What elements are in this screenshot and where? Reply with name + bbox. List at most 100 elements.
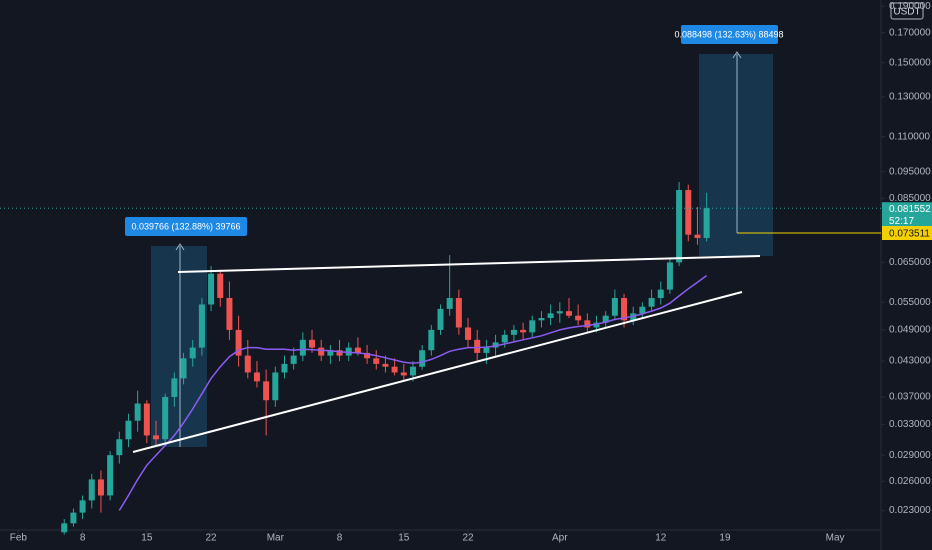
candle-body bbox=[593, 322, 600, 328]
candle-body bbox=[611, 297, 618, 316]
candle-body bbox=[685, 190, 692, 235]
x-tick-label: 19 bbox=[719, 533, 731, 544]
x-tick-label: 8 bbox=[337, 533, 343, 544]
candle-body bbox=[253, 372, 260, 382]
candle-body bbox=[657, 289, 664, 298]
candle-body bbox=[309, 339, 316, 348]
position-label: 0.088498 (132.63%) 88498 bbox=[674, 29, 783, 39]
candle-body bbox=[217, 273, 224, 298]
candle-body bbox=[263, 381, 270, 401]
candle-body bbox=[70, 512, 77, 524]
candle-body bbox=[61, 523, 68, 533]
candle-body bbox=[520, 329, 527, 333]
candle-body bbox=[584, 320, 591, 328]
y-tick-label: 0.026000 bbox=[889, 476, 931, 487]
candle-body bbox=[373, 358, 380, 364]
candle-body bbox=[116, 439, 123, 456]
candle-body bbox=[134, 403, 141, 421]
position-arrow bbox=[175, 243, 185, 251]
candle-body bbox=[575, 315, 582, 321]
candle-body bbox=[648, 297, 655, 307]
candle-body bbox=[226, 297, 233, 330]
candle-body bbox=[153, 435, 160, 440]
candle-body bbox=[446, 297, 453, 309]
currency-box bbox=[890, 2, 924, 20]
position-label: 0.039766 (132.88%) 39766 bbox=[131, 221, 240, 231]
x-tick-label: 12 bbox=[655, 533, 667, 544]
y-tick-label: 0.190000 bbox=[889, 1, 931, 12]
candle-body bbox=[529, 320, 536, 333]
y-tick-label: 0.023000 bbox=[889, 505, 931, 516]
position-arrow bbox=[732, 51, 742, 59]
currency: USDT bbox=[893, 7, 920, 18]
candle-body bbox=[299, 339, 306, 356]
candle-body bbox=[666, 262, 673, 290]
x-tick-label: Apr bbox=[552, 533, 568, 544]
position-box bbox=[699, 54, 773, 256]
candle-body bbox=[208, 273, 215, 305]
y-tick-label: 0.055000 bbox=[889, 297, 931, 308]
candle-body bbox=[88, 479, 95, 501]
candle-body bbox=[565, 311, 572, 316]
moving-average bbox=[118, 274, 708, 511]
candle-body bbox=[492, 342, 499, 348]
candle-body bbox=[235, 329, 242, 356]
candle-body bbox=[364, 352, 371, 359]
candle-body bbox=[198, 304, 205, 348]
candle-body bbox=[547, 313, 554, 319]
last-price-label: 0.081552 bbox=[889, 204, 931, 215]
y-tick-label: 0.170000 bbox=[889, 27, 931, 38]
candle-body bbox=[272, 372, 279, 401]
y-tick-label: 0.049000 bbox=[889, 325, 931, 336]
candle-body bbox=[336, 350, 343, 356]
y-tick-label: 0.095000 bbox=[889, 166, 931, 177]
y-tick-label: 0.085000 bbox=[889, 193, 931, 204]
x-tick-label: 15 bbox=[141, 533, 153, 544]
trendline bbox=[132, 291, 743, 453]
candle-body bbox=[244, 355, 251, 373]
position-box bbox=[151, 246, 207, 447]
candle-body bbox=[621, 297, 628, 321]
candle-body bbox=[327, 350, 334, 356]
x-tick-label: May bbox=[826, 533, 845, 544]
y-tick-label: 0.029000 bbox=[889, 450, 931, 461]
candle-body bbox=[437, 308, 444, 330]
position-label-bg bbox=[125, 217, 247, 236]
candle-body bbox=[354, 347, 361, 353]
candle-body bbox=[409, 366, 416, 376]
candle-body bbox=[400, 372, 407, 376]
x-tick-label: 8 bbox=[80, 533, 86, 544]
x-tick-label: 22 bbox=[206, 533, 218, 544]
level-bg bbox=[882, 226, 932, 241]
candle-body bbox=[189, 347, 196, 359]
x-tick-label: Mar bbox=[267, 533, 285, 544]
y-tick-label: 0.033000 bbox=[889, 419, 931, 430]
candle-body bbox=[180, 358, 187, 379]
candle-body bbox=[703, 208, 710, 238]
candle-body bbox=[290, 355, 297, 364]
candle-body bbox=[382, 363, 389, 367]
candle-body bbox=[694, 234, 701, 238]
y-tick-label: 0.043000 bbox=[889, 356, 931, 367]
candle-body bbox=[639, 306, 646, 314]
candle-body bbox=[510, 329, 517, 335]
x-tick-label: 15 bbox=[398, 533, 410, 544]
candle-body bbox=[474, 339, 481, 353]
y-tick-label: 0.065000 bbox=[889, 257, 931, 268]
countdown-label: 52:17 bbox=[889, 216, 914, 227]
last-price-bg bbox=[882, 202, 932, 229]
candle-body bbox=[455, 297, 462, 328]
position-label-bg bbox=[681, 25, 778, 44]
candle-body bbox=[419, 350, 426, 367]
candle-body bbox=[556, 311, 563, 314]
candle-body bbox=[483, 347, 490, 353]
candle-body bbox=[97, 479, 104, 496]
y-tick-label: 0.150000 bbox=[889, 57, 931, 68]
candle-body bbox=[79, 500, 86, 513]
candle-body bbox=[162, 396, 169, 440]
trendline bbox=[177, 255, 761, 273]
candle-body bbox=[602, 315, 609, 323]
candle-body bbox=[428, 329, 435, 351]
candle-body bbox=[391, 366, 398, 373]
